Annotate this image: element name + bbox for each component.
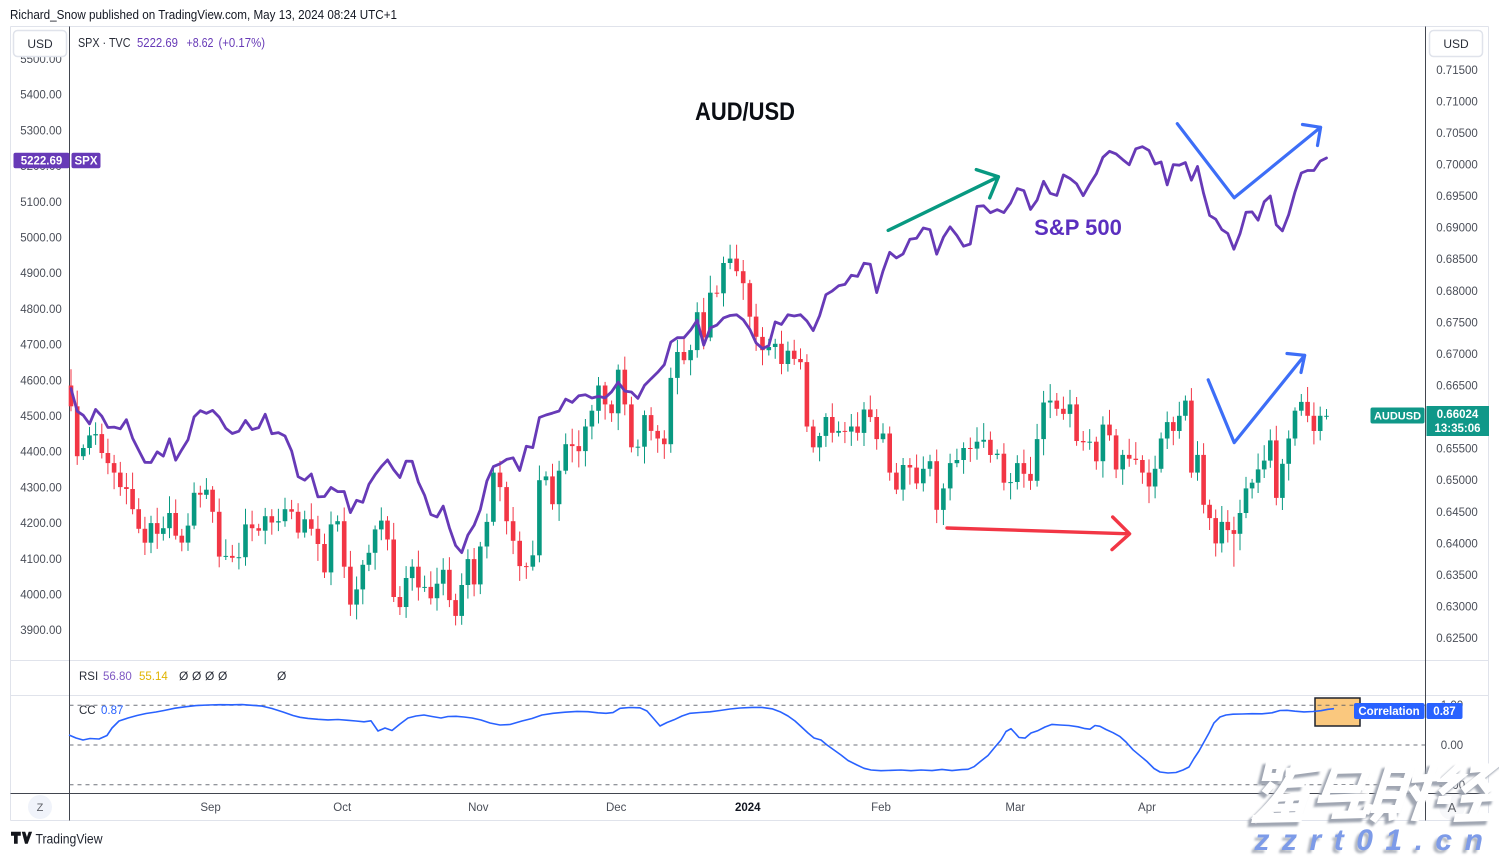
svg-text:4900.00: 4900.00 [20,268,62,280]
svg-text:zzrt01.cn: zzrt01.cn [1251,827,1493,857]
svg-text:Mar: Mar [1005,802,1025,814]
svg-text:4600.00: 4600.00 [20,375,62,387]
svg-text:3900.00: 3900.00 [20,625,62,637]
svg-text:USD: USD [1443,37,1469,51]
svg-text:0.71000: 0.71000 [1436,96,1478,108]
svg-text:0.67000: 0.67000 [1436,349,1478,361]
svg-text:0.68000: 0.68000 [1436,286,1478,298]
svg-text:0.65500: 0.65500 [1436,444,1478,456]
svg-text:4800.00: 4800.00 [20,304,62,316]
svg-text:0.69500: 0.69500 [1436,191,1478,203]
svg-text:AUD/USD: AUD/USD [695,98,795,126]
svg-text:Ø: Ø [179,669,188,683]
svg-text:5222.69: 5222.69 [21,156,63,168]
svg-text:5100.00: 5100.00 [20,197,62,209]
svg-text:RSI: RSI [79,671,98,683]
svg-text:0.65000: 0.65000 [1436,475,1478,487]
svg-text:Correlation: Correlation [1358,706,1419,718]
svg-text:0.70500: 0.70500 [1436,128,1478,140]
svg-text:2024: 2024 [735,802,761,814]
svg-text:5222.69: 5222.69 [137,35,178,50]
svg-text:0.68500: 0.68500 [1436,254,1478,266]
svg-text:0.69000: 0.69000 [1436,223,1478,235]
svg-text:4100.00: 4100.00 [20,554,62,566]
svg-text:0.66500: 0.66500 [1436,381,1478,393]
svg-text:AUDUSD: AUDUSD [1374,411,1421,423]
svg-text:0.62500: 0.62500 [1436,633,1478,645]
svg-text:4500.00: 4500.00 [20,411,62,423]
svg-text:Oct: Oct [333,802,352,814]
svg-text:Dec: Dec [606,802,627,814]
svg-text:A: A [1448,800,1457,815]
svg-text:5400.00: 5400.00 [20,90,62,102]
svg-text:Ø: Ø [205,669,214,683]
svg-text:Feb: Feb [871,802,891,814]
svg-text:TradingView: TradingView [36,832,103,847]
svg-text:zzrt01.cn: zzrt01.cn [1254,824,1496,857]
svg-text:SPX: SPX [74,156,97,168]
svg-text:4300.00: 4300.00 [20,482,62,494]
svg-text:Ø: Ø [192,669,201,683]
svg-text:Apr: Apr [1138,802,1156,814]
svg-text:Sep: Sep [200,802,220,814]
svg-text:0.66024: 0.66024 [1437,409,1479,421]
svg-text:SPX · TVC: SPX · TVC [78,35,131,50]
svg-text:4200.00: 4200.00 [20,518,62,530]
svg-text:Nov: Nov [468,802,489,814]
svg-text:55.14: 55.14 [139,671,168,683]
svg-text:S&P 500: S&P 500 [1034,215,1122,240]
svg-text:0.87: 0.87 [101,705,123,717]
svg-text:Richard_Snow published on Trad: Richard_Snow published on TradingView.co… [10,8,397,22]
svg-text:0.64500: 0.64500 [1436,507,1478,519]
svg-text:Z: Z [37,802,44,814]
svg-text:Ø: Ø [218,669,227,683]
svg-text:13:35:06: 13:35:06 [1434,423,1480,435]
svg-text:(+0.17%): (+0.17%) [219,35,266,50]
svg-text:+8.62: +8.62 [187,35,214,50]
svg-text:0.87: 0.87 [1433,706,1455,718]
svg-text:0.67500: 0.67500 [1436,317,1478,329]
svg-text:5300.00: 5300.00 [20,125,62,137]
svg-text:CC: CC [79,705,96,717]
svg-text:5000.00: 5000.00 [20,233,62,245]
svg-text:56.80: 56.80 [103,671,132,683]
svg-text:Ø: Ø [277,669,286,683]
svg-text:4400.00: 4400.00 [20,447,62,459]
svg-text:USD: USD [27,37,53,51]
svg-text:0.63000: 0.63000 [1436,602,1478,614]
svg-text:0.64000: 0.64000 [1436,538,1478,550]
svg-text:0.71500: 0.71500 [1436,65,1478,77]
svg-text:4700.00: 4700.00 [20,340,62,352]
svg-text:0.70000: 0.70000 [1436,160,1478,172]
svg-text:4000.00: 4000.00 [20,590,62,602]
svg-text:0.63500: 0.63500 [1436,570,1478,582]
svg-text:0.00: 0.00 [1441,740,1463,752]
